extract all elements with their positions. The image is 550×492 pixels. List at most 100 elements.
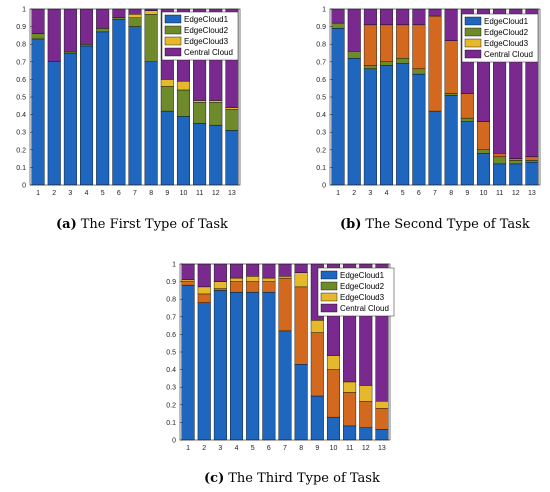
bar-edgecloud2-4 <box>230 281 244 293</box>
bar-edgecloud1-8 <box>444 95 458 186</box>
legend-label: Central Cloud <box>484 50 533 59</box>
y-tick-label: 0.6 <box>316 77 326 84</box>
x-tick-label: 5 <box>251 445 255 452</box>
bar-edgecloud3-12 <box>359 385 373 402</box>
bar-edgecloud3-3 <box>213 281 227 289</box>
bar-edgecloud2-9 <box>460 117 474 122</box>
bar-edgecloud1-5 <box>96 31 110 186</box>
legend-label: EdgeCloud1 <box>184 15 229 24</box>
bar-edgecloud2-13 <box>375 408 389 430</box>
bar-edgecloud1-7 <box>128 26 142 186</box>
bar-central-cloud-3 <box>63 8 77 52</box>
x-tick-label: 8 <box>449 190 453 197</box>
bar-edgecloud1-13 <box>525 161 539 186</box>
bar-edgecloud3-10 <box>476 121 490 150</box>
chart-panel-a: 00.10.20.30.40.50.60.70.80.911 2 3 4 5 6 7 8 9 10… <box>16 7 241 197</box>
bar-edgecloud2-11 <box>343 392 357 427</box>
chart-panel-c: 00.10.20.30.40.50.60.70.80.911 2 3 4 5 6 7 8 9 10… <box>166 262 395 452</box>
x-tick-label: 1 <box>336 190 340 197</box>
bar-edgecloud2-10 <box>326 369 340 418</box>
x-tick-label: 3 <box>68 190 72 197</box>
legend-label: EdgeCloud1 <box>340 271 385 280</box>
bar-central-cloud-1 <box>331 8 345 24</box>
bar-central-cloud-8 <box>444 8 458 41</box>
y-tick-label: 0.7 <box>16 59 26 66</box>
x-tick-label: 4 <box>85 190 89 197</box>
bar-edgecloud1-8 <box>144 61 158 186</box>
bar-edgecloud1-10 <box>476 153 490 186</box>
bar-edgecloud1-10 <box>176 116 190 186</box>
bar-edgecloud3-13 <box>375 401 389 409</box>
bar-edgecloud2-8 <box>444 93 458 96</box>
legend-swatch <box>320 303 338 313</box>
bar-edgecloud1-5 <box>246 291 260 441</box>
bar-edgecloud3-4 <box>380 24 394 62</box>
y-tick-label: 0.1 <box>316 165 326 172</box>
bar-edgecloud3-8 <box>144 10 158 15</box>
bar-central-cloud-2 <box>197 263 211 288</box>
bar-edgecloud1-1 <box>181 284 195 441</box>
x-tick-label: 2 <box>352 190 356 197</box>
bar-edgecloud2-12 <box>509 160 523 165</box>
bar-edgecloud3-10 <box>326 355 340 370</box>
bar-central-cloud-8 <box>294 263 308 274</box>
bar-edgecloud3-12 <box>509 158 523 161</box>
legend: EdgeCloud1 EdgeCloud2 EdgeCloud3 Central Cl… <box>317 267 395 317</box>
y-tick-label: 0.3 <box>16 130 26 137</box>
x-tick-label: 5 <box>101 190 105 197</box>
bar-edgecloud2-9 <box>310 332 324 397</box>
bar-edgecloud2-6 <box>262 281 276 293</box>
bar-edgecloud2-5 <box>396 58 410 64</box>
legend-label: EdgeCloud3 <box>484 39 529 48</box>
x-tick-label: 8 <box>149 190 153 197</box>
bar-central-cloud-5 <box>96 8 110 29</box>
bar-edgecloud2-6 <box>112 17 126 20</box>
bar-edgecloud1-6 <box>412 73 426 186</box>
legend-label: EdgeCloud3 <box>184 37 229 46</box>
bar-central-cloud-1 <box>181 263 195 281</box>
bar-edgecloud2-10 <box>176 89 190 117</box>
legend-swatch <box>320 281 338 291</box>
x-tick-label: 13 <box>378 445 386 452</box>
x-tick-label: 11 <box>496 190 503 197</box>
y-tick-label: 0.6 <box>16 77 26 84</box>
x-tick-label: 2 <box>202 445 206 452</box>
bar-edgecloud1-3 <box>63 52 77 186</box>
legend-swatch <box>164 14 182 24</box>
bar-edgecloud2-12 <box>209 102 223 126</box>
bar-edgecloud1-4 <box>80 45 94 186</box>
legend-swatch <box>320 270 338 280</box>
legend-swatch <box>320 292 338 302</box>
legend-swatch <box>464 49 482 59</box>
bar-edgecloud1-7 <box>428 110 442 186</box>
bar-central-cloud-7 <box>278 263 292 277</box>
bar-edgecloud2-3 <box>213 288 227 291</box>
bar-edgecloud1-2 <box>197 302 211 441</box>
y-tick-label: 0.2 <box>316 147 326 154</box>
y-tick-label: 0.5 <box>166 350 176 357</box>
bar-edgecloud1-9 <box>460 121 474 186</box>
legend-label: EdgeCloud2 <box>340 282 385 291</box>
bar-central-cloud-4 <box>230 263 244 279</box>
x-tick-label: 9 <box>315 445 319 452</box>
bar-edgecloud1-5 <box>396 63 410 186</box>
x-tick-label: 7 <box>433 190 437 197</box>
y-tick-label: 0 <box>322 183 326 190</box>
bar-edgecloud1-7 <box>278 330 292 441</box>
bar-edgecloud1-6 <box>112 19 126 186</box>
x-tick-label: 1 <box>186 445 190 452</box>
legend-label: Central Cloud <box>184 48 233 57</box>
caption-a: (a) The First Type of Task <box>56 217 228 232</box>
caption-c: (c) The Third Type of Task <box>204 471 380 486</box>
bar-edgecloud3-12 <box>209 100 223 103</box>
bar-central-cloud-2 <box>47 8 61 62</box>
bar-central-cloud-5 <box>396 8 410 26</box>
bar-edgecloud2-1 <box>331 22 345 29</box>
bar-edgecloud2-5 <box>246 281 260 293</box>
legend: EdgeCloud1 EdgeCloud2 EdgeCloud3 Central Cl… <box>461 13 539 63</box>
bar-edgecloud2-8 <box>294 286 308 365</box>
bar-edgecloud2-7 <box>128 17 142 27</box>
bar-edgecloud3-7 <box>428 15 442 112</box>
x-tick-label: 11 <box>196 190 203 197</box>
